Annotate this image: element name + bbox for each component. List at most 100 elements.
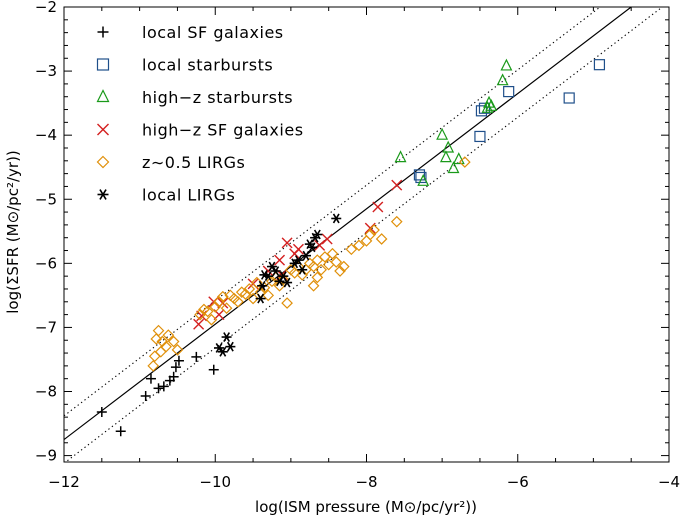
point-diamond-28: [262, 289, 275, 302]
fit-lines: [64, 7, 664, 462]
point-diamond-24: [247, 292, 259, 305]
point-asterisk-5: [257, 280, 268, 291]
point-plus-5: [158, 381, 169, 392]
legend-marker-cross: [97, 123, 109, 136]
y-tick-label: −8: [35, 383, 57, 401]
point-diamond-5: [156, 335, 169, 348]
point-plus-4: [153, 383, 164, 394]
point-triangle-10: [496, 73, 509, 86]
point-triangle-3: [439, 150, 452, 163]
point-diamond-37: [296, 269, 309, 281]
point-plus-2: [140, 390, 151, 401]
point-triangle-6: [452, 152, 465, 165]
point-triangle-11: [500, 58, 513, 71]
point-asterisk-12: [282, 277, 293, 288]
point-diamond-48: [337, 260, 350, 273]
point-diamond-57: [390, 215, 403, 228]
legend-label: local starbursts: [142, 56, 273, 75]
point-diamond-17: [220, 302, 233, 315]
point-diamond-2: [150, 333, 163, 345]
legend-marker-diamond: [96, 155, 110, 169]
point-diamond-58: [458, 156, 471, 168]
point-plus-10: [191, 351, 202, 362]
point-triangle-4: [442, 140, 455, 153]
point-diamond-20: [232, 295, 244, 308]
point-asterisk-1: [217, 346, 228, 357]
point-asterisk-9: [270, 266, 281, 276]
point-diamond-11: [198, 303, 210, 316]
point-plus-11: [208, 364, 219, 375]
point-diamond-1: [148, 350, 161, 363]
y-tick-label: −3: [35, 62, 57, 80]
point-asterisk-0: [214, 343, 225, 353]
point-square-4: [478, 102, 491, 114]
point-square-7: [593, 59, 606, 71]
point-diamond-7: [162, 329, 175, 341]
point-diamond-54: [364, 228, 377, 241]
legend-label: local SF galaxies: [142, 23, 284, 42]
point-cross-11: [292, 243, 304, 255]
x-tick-label: −4: [658, 473, 680, 491]
point-diamond-42: [315, 263, 327, 276]
point-triangle-0: [394, 150, 407, 163]
legend-marker-triangle: [96, 89, 110, 103]
x-tick-label: −6: [507, 473, 529, 491]
point-plus-9: [173, 355, 184, 366]
point-diamond-50: [311, 271, 324, 284]
y-axis-title: log(ΣSFR (M⊙/pc²/yr)): [4, 150, 22, 314]
point-diamond-0: [147, 360, 160, 372]
point-diamond-12: [201, 305, 214, 318]
point-asterisk-16: [301, 250, 311, 261]
point-square-2: [474, 130, 486, 143]
legend-label: z∼0.5 LIRGs: [142, 153, 245, 172]
x-tick-label: −10: [199, 473, 231, 491]
point-square-5: [503, 85, 515, 98]
point-asterisk-15: [297, 264, 308, 275]
point-diamond-25: [250, 276, 263, 289]
x-axis-title: log(ISM pressure (M⊙/pc/yr²)): [255, 498, 477, 516]
legend-marker-asterisk: [97, 189, 109, 200]
y-tick-label: −2: [35, 0, 57, 16]
fit-line: [64, 7, 633, 441]
point-diamond-14: [209, 301, 222, 313]
point-cross-16: [391, 179, 403, 191]
point-diamond-46: [330, 256, 343, 268]
point-diamond-3: [152, 324, 165, 337]
point-cross-0: [193, 318, 205, 330]
x-tick-labels: −12 −10 −8 −6 −4: [48, 473, 680, 491]
y-tick-label: −7: [35, 318, 57, 336]
point-plus-8: [170, 362, 181, 373]
legend-label: high−z starbursts: [142, 88, 293, 107]
y-tick-label: −6: [35, 254, 57, 272]
point-diamond-51: [345, 243, 358, 256]
point-diamond-49: [307, 279, 320, 292]
point-asterisk-8: [266, 261, 277, 272]
point-asterisk-20: [312, 229, 323, 240]
point-triangle-1: [417, 173, 430, 186]
legend: local SF galaxies local starbursts high−z …: [96, 23, 303, 205]
point-diamond-13: [205, 313, 218, 326]
point-diamond-9: [171, 344, 184, 356]
point-square-0: [413, 169, 426, 181]
point-asterisk-18: [307, 242, 318, 253]
point-diamond-4: [154, 345, 167, 358]
x-tick-label: −8: [355, 473, 377, 491]
point-cross-12: [314, 239, 326, 251]
x-tick-label: −12: [48, 473, 80, 491]
point-diamond-19: [228, 292, 241, 305]
point-diamond-22: [239, 288, 252, 300]
point-asterisk-4: [255, 293, 266, 304]
point-plus-7: [168, 371, 179, 382]
point-diamond-15: [213, 295, 225, 308]
point-cross-9: [281, 237, 293, 249]
point-diamond-32: [277, 273, 290, 286]
point-diamond-33: [281, 297, 293, 309]
point-square-1: [415, 171, 427, 184]
point-square-6: [563, 92, 575, 104]
legend-marker-plus: [97, 26, 109, 38]
point-cross-7: [274, 254, 286, 266]
legend-label: local LIRGs: [142, 186, 235, 205]
point-asterisk-21: [331, 213, 342, 224]
point-cross-13: [321, 233, 333, 245]
